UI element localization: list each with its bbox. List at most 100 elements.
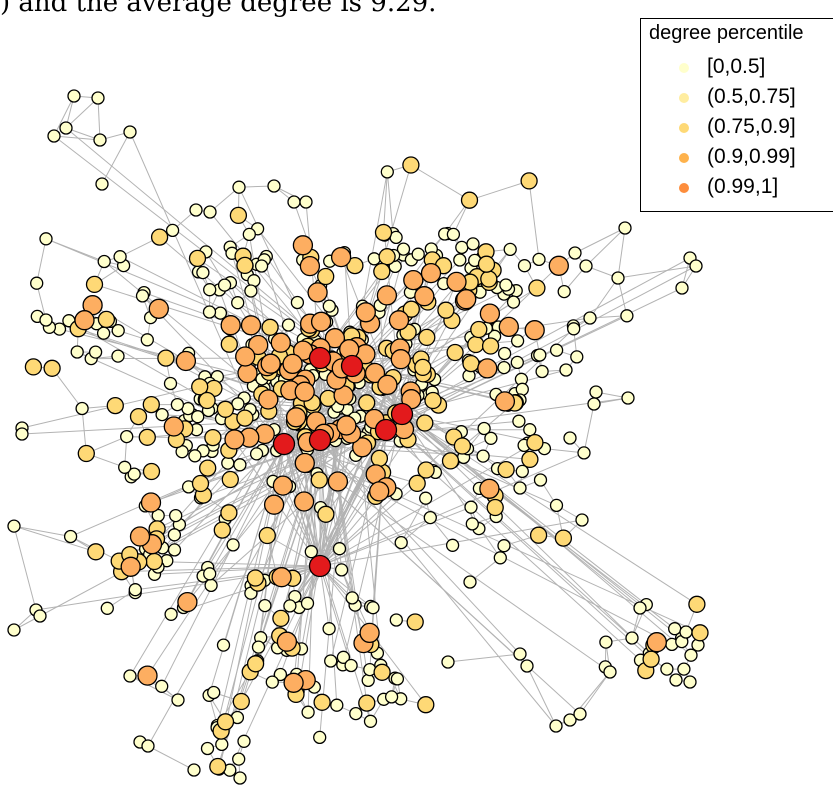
edge [53, 95, 75, 137]
node [207, 685, 221, 700]
node [123, 125, 137, 139]
node [100, 601, 114, 615]
node [497, 539, 511, 553]
node [402, 300, 420, 318]
node [177, 591, 198, 613]
node [307, 282, 328, 303]
node [621, 391, 635, 405]
node [406, 613, 424, 631]
node [568, 246, 582, 260]
node [248, 334, 269, 356]
node [287, 195, 301, 209]
node [642, 650, 660, 668]
node [254, 259, 269, 273]
edge [319, 425, 347, 567]
node [231, 296, 245, 310]
node [258, 389, 279, 410]
node [396, 242, 411, 256]
edge [206, 400, 321, 567]
node [150, 228, 169, 246]
node [563, 431, 577, 445]
edge [351, 288, 509, 367]
node [533, 473, 548, 487]
node [77, 444, 95, 463]
node [414, 286, 435, 307]
node [481, 337, 500, 355]
node [463, 575, 477, 589]
edge [209, 443, 285, 575]
node [142, 462, 161, 481]
node [164, 607, 178, 621]
node [283, 672, 304, 693]
node [620, 309, 634, 323]
node [513, 647, 527, 661]
node [188, 249, 207, 268]
node [118, 460, 132, 474]
node [209, 757, 227, 776]
node [453, 253, 467, 267]
node [611, 271, 625, 285]
node [242, 227, 256, 242]
edge [401, 413, 464, 458]
edge [342, 413, 403, 665]
node [480, 270, 498, 288]
node [549, 343, 564, 357]
node [282, 353, 303, 375]
node [273, 667, 288, 682]
node [408, 474, 426, 493]
legend-label-3: (0.9,0.99] [707, 145, 796, 168]
node [163, 376, 178, 391]
node [418, 328, 436, 347]
node [265, 675, 279, 689]
node [618, 221, 632, 235]
edge [319, 565, 352, 666]
edge [36, 238, 47, 284]
node [140, 492, 162, 513]
node [355, 302, 376, 323]
node [113, 250, 127, 264]
node [324, 654, 338, 668]
node [570, 350, 584, 364]
edge [386, 171, 394, 234]
node [414, 358, 432, 377]
edge [319, 357, 652, 660]
node [294, 381, 315, 402]
node [589, 385, 603, 399]
node [191, 410, 205, 424]
node [334, 563, 349, 577]
node [88, 345, 103, 359]
node [563, 713, 577, 727]
node [374, 223, 393, 242]
node [517, 259, 532, 273]
node [554, 529, 573, 547]
node [675, 281, 689, 295]
node [346, 256, 364, 275]
node [163, 416, 184, 437]
node [39, 313, 53, 327]
node [97, 310, 116, 329]
node [599, 635, 613, 649]
node [369, 481, 390, 502]
node [70, 345, 84, 359]
node [301, 705, 315, 719]
node [165, 223, 180, 238]
node [521, 450, 539, 469]
node [484, 431, 498, 445]
edge [154, 565, 321, 575]
edge [528, 180, 540, 260]
node [213, 521, 231, 539]
node [532, 252, 546, 267]
edge [469, 180, 530, 201]
node [74, 310, 95, 331]
edge [447, 653, 521, 663]
node [679, 625, 693, 639]
node [520, 172, 538, 190]
node [292, 235, 314, 256]
node [217, 278, 232, 292]
node [313, 693, 331, 711]
node [417, 461, 435, 479]
node [510, 355, 524, 370]
node [267, 179, 281, 193]
node [446, 271, 467, 293]
node [127, 467, 141, 481]
